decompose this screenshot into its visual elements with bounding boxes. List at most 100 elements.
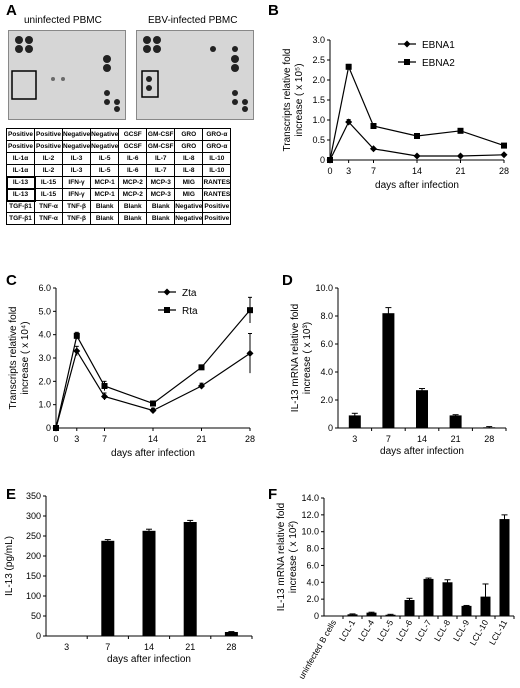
panel-letter-a: A	[6, 2, 17, 19]
series-line-ebna2	[329, 64, 505, 161]
data-point-zta	[198, 382, 205, 390]
y-axis-label-line: increase ( x 10⁴)	[20, 321, 31, 394]
cytokine-row: TGF-β1 TNF-α TNF-β Blank Blank Blank Negative P…	[6, 200, 232, 213]
x-axis-label: days after infection	[375, 180, 459, 191]
x-tick-label: 7	[386, 434, 391, 444]
bar	[101, 540, 115, 636]
array-spots-uninfected	[11, 36, 120, 112]
cytokine-row: IL-13 IL-15 IFN-γ MCP-1 MCP-2 MCP-3 MIG RANTES	[5, 187, 232, 202]
x-tick-label: 3	[74, 434, 79, 444]
cytokine-cell: Positive	[6, 128, 35, 141]
chart-d: 0 2.0 4.0 6.0 8.0 10.0 3 7 14 21 28 days after infe…	[290, 283, 507, 457]
cytokine-cell: Negative	[90, 140, 120, 153]
panel-letter-c: C	[6, 272, 17, 289]
cytokine-cell: IL-15	[34, 176, 63, 189]
data-point-ebna1	[345, 118, 353, 126]
series-line-ebna1	[329, 120, 505, 161]
cytokine-cell: MCP-2	[118, 188, 148, 201]
bar	[385, 614, 396, 616]
cytokine-cell: IL-1α	[6, 152, 35, 165]
data-point-ebna2	[501, 142, 507, 149]
panel-letter-f: F	[268, 486, 278, 503]
x-tick-label: 14	[148, 434, 158, 444]
y-tick-label: 10.0	[301, 527, 319, 537]
cytokine-cell: MCP-2	[118, 176, 148, 189]
x-tick-label: uninfected B cells	[296, 618, 338, 681]
y-tick-label: 200	[26, 551, 41, 561]
legend-label: EBNA1	[422, 40, 455, 51]
array-label-uninfected: uninfected PBMC	[24, 15, 102, 26]
panel-letter-e: E	[6, 486, 17, 503]
cytokine-cell: Blank	[90, 200, 120, 213]
data-point-rta	[73, 332, 80, 339]
x-tick-label: 3	[64, 642, 69, 652]
chart-c: 0 1.0 2.0 3.0 4.0 5.0 6.0 0 3 7 14 21 28 days after i…	[8, 283, 255, 459]
cytokine-cell: IL-13	[5, 175, 36, 190]
x-tick-label: 14	[144, 642, 154, 652]
y-tick-label: 6.0	[320, 339, 333, 349]
cytokine-cell: TNF-β	[61, 212, 92, 225]
y-tick-label: 2.0	[312, 75, 325, 85]
cytokine-cell: IL-3	[61, 152, 92, 165]
data-point-zta	[246, 349, 254, 357]
data-point-zta	[101, 393, 108, 400]
bar	[416, 390, 428, 428]
y-tick-label: 8.0	[306, 544, 319, 554]
legend-marker	[164, 307, 170, 313]
legend-label: Zta	[182, 288, 197, 299]
cytokine-cell: IL-1α	[6, 164, 35, 177]
cytokine-cell: MCP-3	[146, 176, 176, 189]
y-axis-label: Transcripts relative foldincrease ( x 10…	[8, 307, 31, 410]
cytokine-row: IL-1α IL-2 IL-3 IL-5 IL-6 IL-7 IL-8 IL-10	[6, 164, 232, 177]
cytokine-cell: IL-7	[146, 152, 176, 165]
cytokine-cell: Positive	[34, 140, 63, 153]
data-point-ebna2	[457, 127, 464, 134]
y-tick-label: 2.0	[306, 594, 319, 604]
cytokine-cell: IFN-γ	[61, 188, 92, 201]
cytokine-cell: GCSF	[118, 140, 148, 153]
cytokine-cell: GCSF	[118, 128, 148, 141]
x-axis-label: days after infection	[107, 654, 191, 665]
y-tick-label: 0	[314, 611, 319, 621]
legend-label: EBNA2	[422, 58, 455, 69]
x-tick-label: LCL-4	[356, 618, 376, 643]
cytokine-cell: IL-7	[146, 164, 176, 177]
cytokine-cell: Negative	[61, 128, 92, 141]
x-tick-label: LCL-8	[432, 618, 452, 643]
data-point-zta	[73, 347, 81, 355]
data-point-rta	[247, 307, 253, 314]
cytokine-cell: Positive	[202, 212, 232, 225]
y-axis-label: IL-13 mRNA relative foldincrease ( x 10²…	[276, 503, 299, 611]
y-tick-label: 2.0	[38, 376, 51, 386]
cytokine-cell: IL-10	[202, 164, 232, 177]
cytokine-row: Positive Positive Negative Negative GCSF GM-C…	[6, 140, 232, 153]
y-axis-label-line: increase ( x 10⁵)	[294, 63, 305, 136]
legend-marker	[404, 59, 410, 65]
cytokine-cell: GRO	[174, 140, 204, 153]
y-axis-label-line: IL-13 mRNA relative fold	[290, 304, 301, 412]
cytokine-cell: IL-6	[118, 152, 148, 165]
cytokine-row: Positive Positive Negative Negative GCSF GM-C…	[6, 128, 232, 141]
cytokine-cell: GRO-α	[202, 128, 232, 141]
cytokine-cell: TGF-β1	[6, 200, 35, 213]
cytokine-cell: RANTES	[202, 188, 232, 201]
cytokine-cell: Blank	[146, 212, 176, 225]
y-tick-label: 8.0	[320, 311, 333, 321]
legend-marker	[163, 288, 171, 296]
data-point-ebna1	[457, 152, 464, 160]
y-tick-label: 6.0	[38, 283, 51, 293]
y-axis-label-line: IL-13 (pg/mL)	[4, 536, 15, 596]
x-tick-label: LCL-6	[394, 618, 414, 643]
cytokine-cell: Blank	[118, 200, 148, 213]
y-axis-label: IL-13 (pg/mL)	[4, 536, 15, 596]
x-tick-label: 21	[455, 166, 465, 176]
cytokine-cell: IL-3	[61, 164, 92, 177]
cytokine-cell: MCP-3	[146, 188, 176, 201]
y-tick-label: 300	[26, 511, 41, 521]
data-point-zta	[149, 407, 157, 414]
cytokine-cell: TNF-β	[61, 200, 92, 213]
chart-b: 0 0.5 1.0 1.5 2.0 2.5 3.0 0 3 7 14 21 28 days after i…	[282, 35, 509, 191]
legend-label: Rta	[182, 306, 198, 317]
x-tick-label: 0	[53, 434, 58, 444]
cytokine-cell: IL-15	[34, 188, 63, 201]
